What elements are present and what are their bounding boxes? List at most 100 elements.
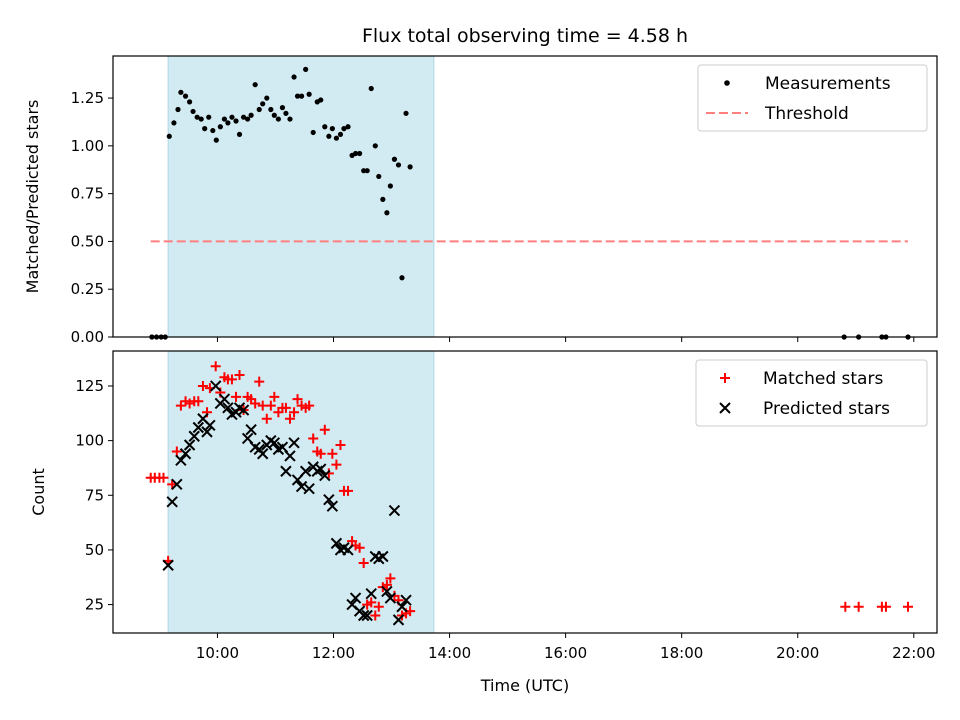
y-axis-label: Count [29,468,48,516]
matched-star-point [265,400,276,411]
predicted-star-point [349,592,362,604]
y-axis-label: Matched/Predicted stars [23,100,42,294]
observing-window-region [167,55,435,338]
matched-star-point [234,370,245,381]
predicted-star-point [284,450,296,462]
measurement-point [210,127,216,134]
measurement-point [310,129,316,136]
matched-star-point [280,402,291,413]
measurement-point [245,116,251,122]
predicted-star-point [365,587,377,600]
legend-label: Threshold [764,104,849,124]
predicted-star-point [171,478,183,491]
predicted-star-point [323,493,335,506]
matched-star-point [158,472,169,483]
matched-star-point [327,448,338,459]
y-tick-label: 0.50 [71,232,104,250]
measurement-point [268,106,274,113]
legend-label: Matched stars [763,369,883,389]
measurement-point [221,116,228,122]
measurement-point [271,112,277,118]
measurement-point [233,118,239,124]
measurement-point [368,85,374,92]
y-tick-label: 75 [85,486,104,504]
measurement-point [202,126,208,132]
measurement-point [306,91,312,97]
measurement-point [279,105,286,111]
matched-star-point [335,440,346,450]
matched-star-point [269,391,280,402]
measurement-point [287,116,293,122]
measurement-point [294,93,301,99]
predicted-star-point [188,430,200,442]
predicted-star-point [245,423,257,436]
matched-star-point [284,413,295,424]
measurement-point [256,106,262,113]
matched-star-point [319,424,330,435]
x-tick-label: 16:00 [544,644,587,662]
matched-star-point [354,542,365,553]
predicted-star-point [303,483,315,495]
matched-star-point [175,400,186,411]
predicted-star-point [257,448,269,460]
measurement-point [236,131,243,137]
measurement-point [178,89,184,95]
chart-title: Flux total observing time = 4.58 h [362,25,688,47]
x-tick-label: 10:00 [196,644,239,662]
measurement-point [387,183,393,189]
top-panel: 0.00 0.25 0.50 0.75 1.00 1.25 Matched/Predicte… [23,55,938,346]
measurement-point [333,135,340,141]
observing-window-region [167,350,435,634]
matched-star-point [880,601,891,612]
measurement-point [206,114,212,120]
predicted-star-point [326,500,339,512]
predicted-star-point [288,437,300,449]
measurement-point [318,97,324,103]
matched-star-point [289,407,300,418]
x-tick-label: 22:00 [892,644,935,662]
measurement-point [364,168,370,174]
y-tick-label: 1.00 [71,137,104,155]
predicted-star-point [330,537,343,550]
predicted-star-point [204,419,216,432]
predicted-star-point [299,465,312,477]
legend-label: Measurements [765,74,891,94]
matched-star-point [210,361,221,372]
predicted-star-point [384,592,397,604]
predicted-star-point [201,426,213,438]
measurement-point [217,124,223,130]
legend-measurement-swatch [724,80,730,86]
measurement-point [166,133,172,139]
matched-star-point [308,433,319,444]
y-tick-label: 0.75 [71,185,104,203]
predicted-star-point [179,448,192,460]
matched-star-point [292,394,303,405]
predicted-star-point [175,454,187,467]
predicted-star-point [218,393,231,405]
predicted-star-point [396,601,408,613]
y-tick-label: 125 [75,377,104,395]
bottom-panel: 10:00 12:00 14:00 16:00 18:00 20:00 22:00 25 50 7… [29,350,938,695]
measurement-point [322,124,328,130]
measurement-point [399,275,405,281]
y-tick-label: 25 [85,596,104,614]
matched-star-point [315,448,326,459]
measurement-point [376,173,382,180]
measurement-point [229,114,235,120]
matched-star-point [184,398,195,409]
measurement-point [240,114,247,120]
matched-star-point [853,601,864,612]
matched-star-point [373,601,384,612]
predicted-star-point [342,544,354,556]
matched-star-point [370,610,381,621]
matched-star-point [304,400,315,411]
measurement-point [198,116,204,122]
matched-star-point [366,597,377,608]
predicted-star-point [291,474,304,486]
measurement-point [403,110,409,116]
legend-box [695,359,928,427]
measurement-point [329,126,335,132]
measurement-point [337,131,344,137]
y-tick-label: 0.25 [71,280,104,298]
legend-label: Predicted stars [763,399,890,419]
